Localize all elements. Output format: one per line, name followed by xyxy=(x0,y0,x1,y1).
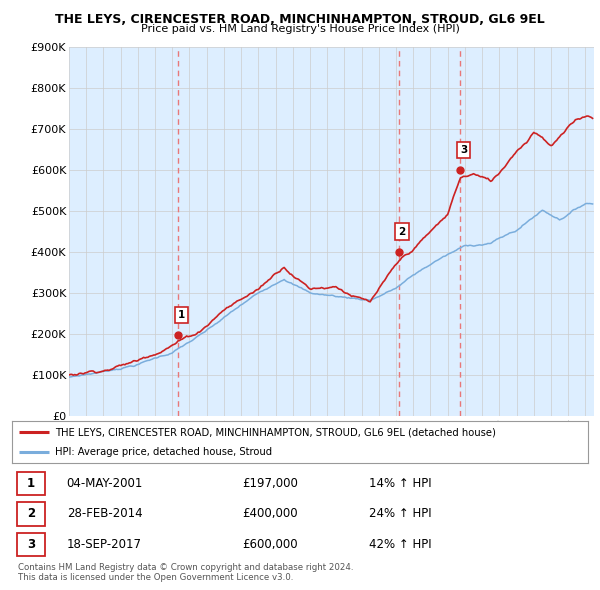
Text: £400,000: £400,000 xyxy=(242,507,298,520)
Text: 2: 2 xyxy=(27,507,35,520)
Text: 42% ↑ HPI: 42% ↑ HPI xyxy=(369,538,432,551)
Text: Price paid vs. HM Land Registry's House Price Index (HPI): Price paid vs. HM Land Registry's House … xyxy=(140,24,460,34)
Text: 3: 3 xyxy=(27,538,35,551)
Text: Contains HM Land Registry data © Crown copyright and database right 2024.
This d: Contains HM Land Registry data © Crown c… xyxy=(18,563,353,582)
Text: 04-MAY-2001: 04-MAY-2001 xyxy=(67,477,143,490)
Text: 24% ↑ HPI: 24% ↑ HPI xyxy=(369,507,432,520)
Text: THE LEYS, CIRENCESTER ROAD, MINCHINHAMPTON, STROUD, GL6 9EL: THE LEYS, CIRENCESTER ROAD, MINCHINHAMPT… xyxy=(55,13,545,26)
Text: 1: 1 xyxy=(178,310,185,320)
FancyBboxPatch shape xyxy=(17,471,46,495)
Text: £197,000: £197,000 xyxy=(242,477,298,490)
FancyBboxPatch shape xyxy=(17,502,46,526)
Text: 3: 3 xyxy=(460,145,467,155)
Text: 28-FEB-2014: 28-FEB-2014 xyxy=(67,507,142,520)
Text: £600,000: £600,000 xyxy=(242,538,298,551)
Text: HPI: Average price, detached house, Stroud: HPI: Average price, detached house, Stro… xyxy=(55,447,272,457)
Text: 2: 2 xyxy=(398,227,406,237)
Text: 18-SEP-2017: 18-SEP-2017 xyxy=(67,538,142,551)
FancyBboxPatch shape xyxy=(17,533,46,556)
Text: 14% ↑ HPI: 14% ↑ HPI xyxy=(369,477,432,490)
Text: 1: 1 xyxy=(27,477,35,490)
Text: THE LEYS, CIRENCESTER ROAD, MINCHINHAMPTON, STROUD, GL6 9EL (detached house): THE LEYS, CIRENCESTER ROAD, MINCHINHAMPT… xyxy=(55,427,496,437)
